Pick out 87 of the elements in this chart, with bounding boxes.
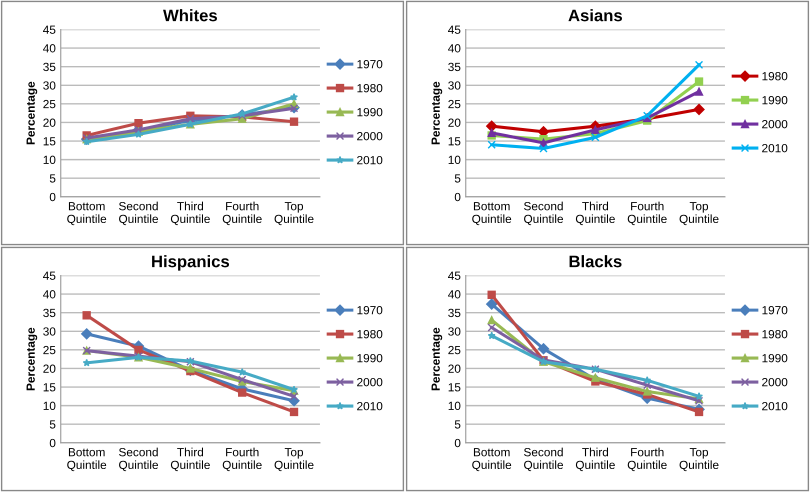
y-tick-label: 15 [448, 137, 460, 146]
y-tick-label: 10 [44, 402, 56, 410]
y-tick-label: 20 [43, 118, 56, 127]
legend-label: 1980 [762, 330, 788, 338]
x-tick-label: Top Quintile [680, 448, 719, 472]
y-tick-label: 45 [43, 26, 56, 34]
x-tick-label: Third Quintile [170, 202, 210, 226]
y-tick-label: 35 [448, 308, 460, 318]
y-tick-label: 40 [448, 290, 460, 298]
x-tick-label: Fourth Quintile [628, 202, 667, 226]
x-tick-label: Second Quintile [119, 202, 158, 226]
legend-label: 2000 [762, 378, 788, 386]
y-tick-label: 15 [44, 383, 56, 392]
x-tick-label: Bottom Quintile [67, 448, 106, 472]
legend-label: 1990 [762, 96, 788, 104]
x-tick-label: Fourth Quintile [628, 448, 667, 472]
y-tick-label: 20 [448, 364, 460, 373]
y-tick-label: 30 [448, 81, 460, 90]
y-tick-label: 0 [50, 192, 56, 202]
y-tick-label: 40 [43, 44, 56, 52]
x-tick-label: Third Quintile [576, 202, 615, 226]
y-tick-label: 15 [448, 383, 460, 392]
y-tick-label: 5 [454, 420, 460, 429]
y-tick-label: 25 [448, 346, 460, 354]
x-tick-label: Bottom Quintile [67, 202, 106, 226]
y-axis-title: Percentage [432, 82, 442, 144]
x-tick-label: Top Quintile [274, 202, 314, 226]
chart-title: Whites [163, 9, 217, 22]
legend-label: 1990 [357, 354, 382, 362]
y-tick-label: 10 [44, 156, 56, 164]
y-tick-label: 45 [43, 272, 56, 280]
legend-label: 2000 [357, 378, 382, 386]
x-tick-label: Top Quintile [274, 448, 314, 472]
legend-label: 1970 [762, 306, 788, 314]
y-tick-label: 20 [448, 118, 460, 127]
chart-title: Blacks [570, 255, 622, 268]
y-tick-label: 10 [448, 156, 460, 164]
legend-label: 1970 [357, 60, 382, 68]
y-tick-label: 0 [454, 438, 460, 448]
legend-label: 2010 [357, 402, 382, 410]
y-tick-label: 20 [43, 364, 56, 373]
y-tick-label: 30 [43, 327, 56, 336]
x-tick-label: Top Quintile [680, 202, 719, 226]
y-tick-label: 40 [43, 290, 56, 298]
y-tick-label: 25 [43, 100, 56, 108]
legend-label: 1990 [357, 108, 382, 116]
y-tick-label: 0 [50, 438, 56, 448]
x-tick-label: Second Quintile [524, 202, 563, 226]
x-tick-label: Fourth Quintile [222, 202, 262, 226]
x-tick-label: Third Quintile [576, 448, 615, 472]
y-tick-label: 25 [448, 100, 460, 108]
y-axis-title: Percentage [432, 328, 442, 390]
y-tick-label: 35 [43, 62, 56, 72]
y-tick-label: 5 [50, 420, 56, 429]
y-tick-label: 5 [50, 174, 56, 183]
legend-label: 2010 [762, 402, 788, 410]
legend-label: 2010 [762, 144, 788, 152]
chart-title: Hispanics [152, 255, 230, 271]
y-tick-label: 30 [43, 81, 56, 90]
y-tick-label: 10 [448, 402, 460, 410]
y-tick-label: 45 [448, 272, 460, 280]
x-tick-label: Second Quintile [524, 448, 563, 472]
legend-label: 2000 [762, 120, 788, 128]
y-tick-label: 30 [448, 327, 460, 336]
y-axis-title: Percentage [26, 328, 38, 390]
y-tick-label: 5 [454, 174, 460, 183]
y-tick-label: 15 [44, 137, 56, 146]
x-tick-label: Third Quintile [170, 448, 210, 472]
y-tick-label: 0 [454, 192, 460, 202]
y-tick-label: 35 [448, 62, 460, 72]
legend-label: 1980 [762, 72, 788, 80]
y-tick-label: 25 [43, 346, 56, 354]
x-tick-label: Bottom Quintile [472, 202, 512, 226]
x-tick-label: Fourth Quintile [222, 448, 262, 472]
legend-label: 1990 [762, 354, 788, 362]
legend-label: 2000 [357, 132, 382, 140]
x-tick-label: Second Quintile [119, 448, 158, 472]
legend-label: 1980 [357, 330, 382, 338]
legend-label: 2010 [357, 156, 382, 164]
legend-label: 1970 [357, 306, 382, 314]
y-axis-title: Percentage [26, 82, 38, 144]
y-tick-label: 45 [448, 26, 460, 34]
x-tick-label: Bottom Quintile [472, 448, 512, 472]
chart-title: Asians [568, 9, 622, 22]
legend-label: 1980 [357, 84, 382, 92]
y-tick-label: 35 [43, 308, 56, 318]
y-tick-label: 40 [448, 44, 460, 52]
